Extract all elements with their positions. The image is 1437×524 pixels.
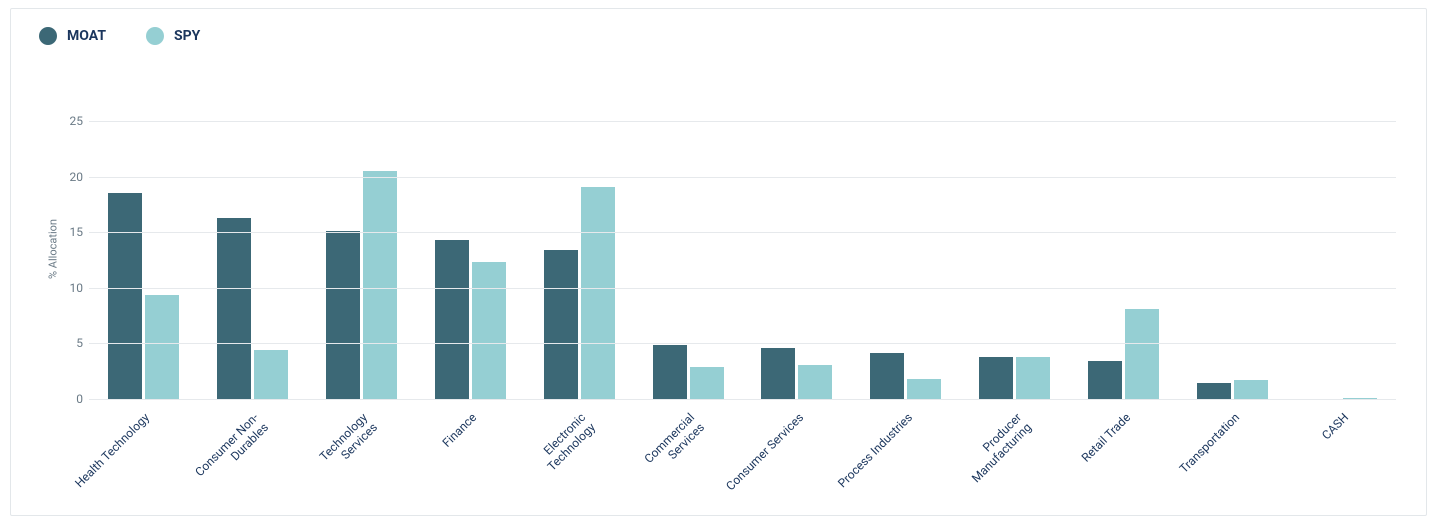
x-axis-label: Technology Services xyxy=(318,411,381,474)
bars-row xyxy=(89,99,1396,399)
x-axis-label: Finance xyxy=(441,411,480,450)
x-label-slot: CASH xyxy=(1287,405,1396,515)
x-axis-label: Producer Manufacturing xyxy=(960,411,1035,486)
x-axis-label: Health Technology xyxy=(73,411,153,491)
legend-item-spy[interactable]: SPY xyxy=(146,27,200,45)
y-tick-label: 5 xyxy=(61,336,83,350)
grid-line xyxy=(89,177,1396,178)
category-group xyxy=(1069,99,1178,399)
bar-moat[interactable] xyxy=(870,353,904,399)
bar-moat[interactable] xyxy=(544,250,578,399)
bar-spy[interactable] xyxy=(798,365,832,399)
category-group xyxy=(307,99,416,399)
bar-spy[interactable] xyxy=(690,367,724,399)
category-group xyxy=(743,99,852,399)
category-group xyxy=(1178,99,1287,399)
bar-moat[interactable] xyxy=(108,193,142,399)
category-group xyxy=(525,99,634,399)
x-label-slot: Producer Manufacturing xyxy=(960,405,1069,515)
x-label-slot: Process Industries xyxy=(851,405,960,515)
bar-moat[interactable] xyxy=(1197,383,1231,399)
bar-spy[interactable] xyxy=(1125,309,1159,399)
grid-line xyxy=(89,288,1396,289)
x-axis-label: Retail Trade xyxy=(1079,411,1133,465)
x-label-slot: Electronic Technology xyxy=(525,405,634,515)
x-axis-label: CASH xyxy=(1319,411,1351,443)
x-axis-labels: Health TechnologyConsumer Non- DurablesT… xyxy=(89,405,1396,515)
bar-spy[interactable] xyxy=(1016,357,1050,399)
x-axis-label: Transportation xyxy=(1177,411,1242,476)
bar-moat[interactable] xyxy=(435,240,469,399)
x-label-slot: Transportation xyxy=(1178,405,1287,515)
x-label-slot: Consumer Non- Durables xyxy=(198,405,307,515)
bar-moat[interactable] xyxy=(1088,361,1122,399)
bar-spy[interactable] xyxy=(145,295,179,399)
bar-moat[interactable] xyxy=(979,357,1013,399)
category-group xyxy=(1287,99,1396,399)
y-tick-label: 15 xyxy=(61,225,83,239)
bar-moat[interactable] xyxy=(653,345,687,399)
legend-label: MOAT xyxy=(67,28,106,44)
bar-spy[interactable] xyxy=(472,262,506,399)
bar-moat[interactable] xyxy=(217,218,251,399)
chart-legend: MOAT SPY xyxy=(39,27,200,45)
x-axis-label: Electronic Technology xyxy=(536,411,599,474)
category-group xyxy=(851,99,960,399)
category-group xyxy=(89,99,198,399)
bar-spy[interactable] xyxy=(907,379,941,399)
plot-area: 0510152025 xyxy=(89,99,1396,399)
y-tick-label: 25 xyxy=(61,114,83,128)
bar-moat[interactable] xyxy=(326,231,360,399)
bar-moat[interactable] xyxy=(761,348,795,399)
y-tick-label: 10 xyxy=(61,281,83,295)
x-label-slot: Finance xyxy=(416,405,525,515)
grid-line xyxy=(89,343,1396,344)
x-label-slot: Health Technology xyxy=(89,405,198,515)
allocation-bar-chart: MOATSPY % Allocation 0510152025 Health T… xyxy=(10,8,1427,516)
x-axis-label: Consumer Non- Durables xyxy=(193,411,271,489)
x-label-slot: Consumer Services xyxy=(743,405,852,515)
y-tick-label: 20 xyxy=(61,170,83,184)
legend-swatch xyxy=(39,27,57,45)
category-group xyxy=(198,99,307,399)
y-axis-title: % Allocation xyxy=(47,219,60,279)
category-group xyxy=(634,99,743,399)
x-label-slot: Technology Services xyxy=(307,405,416,515)
x-axis-label: Commercial Services xyxy=(642,411,707,476)
bar-spy[interactable] xyxy=(1234,380,1268,399)
category-group xyxy=(960,99,1069,399)
legend-label: SPY xyxy=(174,28,200,44)
bar-spy[interactable] xyxy=(581,187,615,399)
grid-line xyxy=(89,232,1396,233)
grid-line xyxy=(89,399,1396,400)
bar-spy[interactable] xyxy=(363,171,397,399)
bar-spy[interactable] xyxy=(254,350,288,399)
category-group xyxy=(416,99,525,399)
legend-swatch xyxy=(146,27,164,45)
grid-line xyxy=(89,121,1396,122)
x-label-slot: Commercial Services xyxy=(634,405,743,515)
legend-item-moat[interactable]: MOAT xyxy=(39,27,106,45)
y-tick-label: 0 xyxy=(61,392,83,406)
x-label-slot: Retail Trade xyxy=(1069,405,1178,515)
